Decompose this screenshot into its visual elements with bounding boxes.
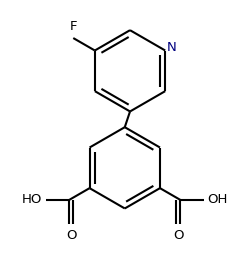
Text: N: N — [167, 41, 177, 54]
Text: F: F — [69, 21, 77, 33]
Text: HO: HO — [22, 194, 42, 206]
Text: O: O — [66, 229, 77, 242]
Text: OH: OH — [207, 194, 228, 206]
Text: O: O — [173, 229, 183, 242]
